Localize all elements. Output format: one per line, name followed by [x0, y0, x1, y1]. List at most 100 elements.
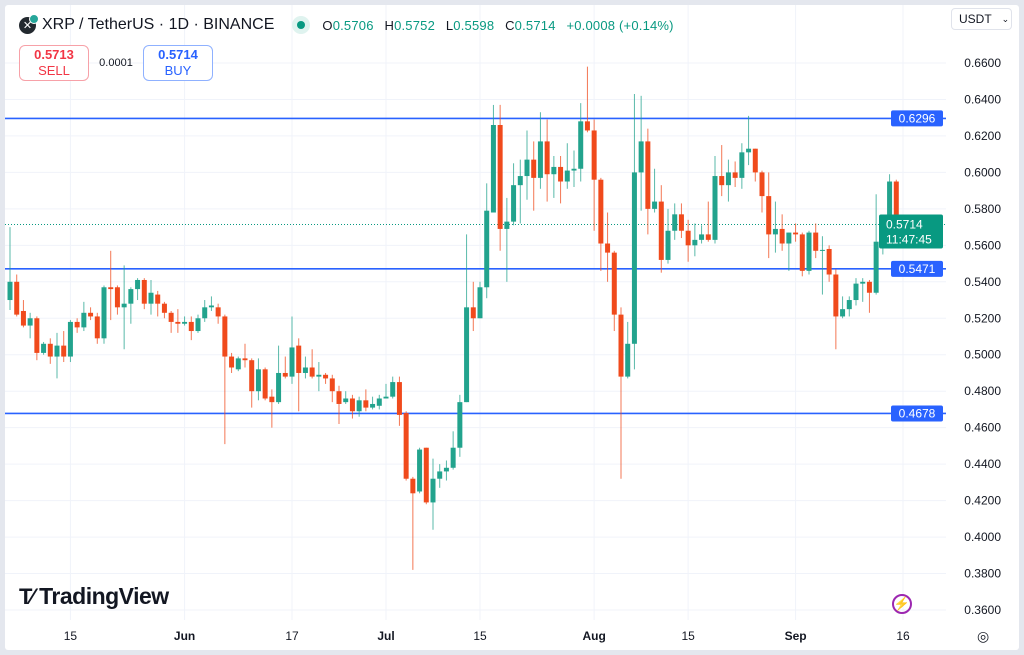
date-tick-label: 15	[681, 629, 695, 643]
candle-down	[296, 345, 302, 373]
open-label: O	[322, 17, 333, 33]
symbol-legend: ✕ XRP / TetherUS · 1D · BINANCE O0.5706 …	[19, 13, 681, 34]
candle-up	[437, 471, 443, 479]
candle-up	[819, 249, 825, 251]
candle-up	[302, 367, 308, 373]
candle-up	[383, 396, 389, 399]
candle-up	[121, 303, 127, 308]
candle-down	[20, 310, 26, 326]
candle-down	[705, 234, 711, 240]
candle-up	[578, 121, 584, 169]
candle-up	[148, 292, 154, 304]
candle-up	[725, 172, 731, 186]
high-value: 0.5752	[394, 17, 436, 33]
market-status-icon[interactable]	[292, 16, 311, 34]
price-tick-label: 0.4000	[964, 530, 1001, 544]
candle-up	[504, 221, 510, 229]
candle-down	[47, 343, 53, 357]
candle-down	[759, 172, 765, 197]
price-tick-label: 0.5000	[964, 348, 1001, 362]
sell-button[interactable]: 0.5713 SELL	[19, 45, 89, 81]
candle-up	[564, 170, 570, 182]
candle-down	[605, 243, 611, 253]
candle-down	[497, 124, 503, 229]
candle-up	[490, 124, 496, 213]
chevron-down-icon: ⌄	[1001, 13, 1010, 24]
close-label: C	[505, 17, 515, 33]
candle-down	[94, 316, 100, 339]
candle-down	[678, 214, 684, 231]
candle-up	[356, 400, 362, 412]
candle-down	[323, 374, 329, 379]
candle-down	[826, 248, 832, 275]
level-price-badge[interactable]	[891, 405, 943, 422]
tradingview-logo[interactable]: T⁄ TradingView	[19, 583, 169, 610]
candle-down	[88, 312, 94, 317]
candle-up	[853, 283, 859, 301]
candle-up	[450, 447, 456, 468]
candle-up	[376, 398, 382, 406]
bar-countdown-label: 11:47:45	[886, 233, 932, 247]
candle-down	[591, 130, 597, 180]
candle-up	[846, 300, 852, 310]
candle-down	[141, 279, 147, 304]
candle-up	[430, 478, 436, 503]
candle-down	[262, 369, 268, 399]
candle-up	[517, 176, 523, 186]
lightning-icon[interactable]: ⚡	[892, 594, 912, 614]
candlestick-chart[interactable]: 0.6600 0.6400 0.6200 0.6000 0.5800 0.5600 0.54…	[5, 5, 1019, 650]
level-price-badge[interactable]	[891, 260, 943, 277]
price-tick-label: 0.6200	[964, 129, 1001, 143]
candle-down	[249, 360, 255, 392]
candle-down	[893, 181, 899, 226]
symbol-title[interactable]: XRP / TetherUS · 1D · BINANCE	[42, 16, 275, 33]
candle-down	[161, 303, 167, 313]
candle-up	[289, 347, 295, 377]
candle-up	[464, 307, 470, 403]
candle-down	[799, 234, 805, 271]
candle-up	[772, 228, 778, 235]
candle-down	[423, 447, 429, 503]
candle-up	[343, 398, 349, 403]
candle-up	[7, 281, 13, 301]
candle-up	[477, 287, 483, 319]
price-tick-label: 0.4200	[964, 494, 1001, 508]
candle-down	[61, 345, 67, 357]
candle-down	[34, 318, 40, 353]
date-tick-label: 17	[285, 629, 299, 643]
candle-down	[222, 316, 228, 357]
candle-up	[417, 449, 423, 492]
buy-button[interactable]: 0.5714 BUY	[143, 45, 213, 81]
price-tick-label: 0.4600	[964, 421, 1001, 435]
date-tick-label: Aug	[582, 629, 605, 643]
level-price-badge[interactable]	[891, 110, 943, 127]
date-tick-label: Jul	[377, 629, 394, 643]
candle-down	[108, 287, 114, 290]
candle-up	[182, 321, 188, 324]
candle-down	[168, 312, 174, 322]
candle-up	[81, 312, 87, 328]
candle-down	[188, 321, 194, 332]
last-price-badge	[879, 214, 943, 249]
candle-up	[672, 214, 678, 231]
candle-up	[54, 345, 60, 357]
spread-value: 0.0001	[99, 57, 133, 69]
candle-up	[101, 287, 107, 339]
eye-settings-icon[interactable]: ◎	[977, 628, 990, 644]
candle-up	[665, 230, 671, 260]
candle-down	[611, 252, 617, 315]
candle-up	[631, 172, 637, 344]
candle-down	[14, 281, 20, 315]
candle-up	[739, 152, 745, 178]
date-tick-label: 15	[473, 629, 487, 643]
candle-up	[537, 141, 543, 178]
low-value: 0.5598	[453, 17, 495, 33]
candle-down	[175, 321, 181, 324]
low-label: L	[445, 17, 454, 33]
candle-down	[618, 314, 624, 377]
candle-down	[833, 274, 839, 317]
currency-select[interactable]: USDT ⌄	[951, 8, 1012, 30]
candle-up	[571, 168, 577, 171]
tradingview-mark-icon: T⁄	[19, 583, 34, 609]
candle-up	[235, 358, 241, 370]
